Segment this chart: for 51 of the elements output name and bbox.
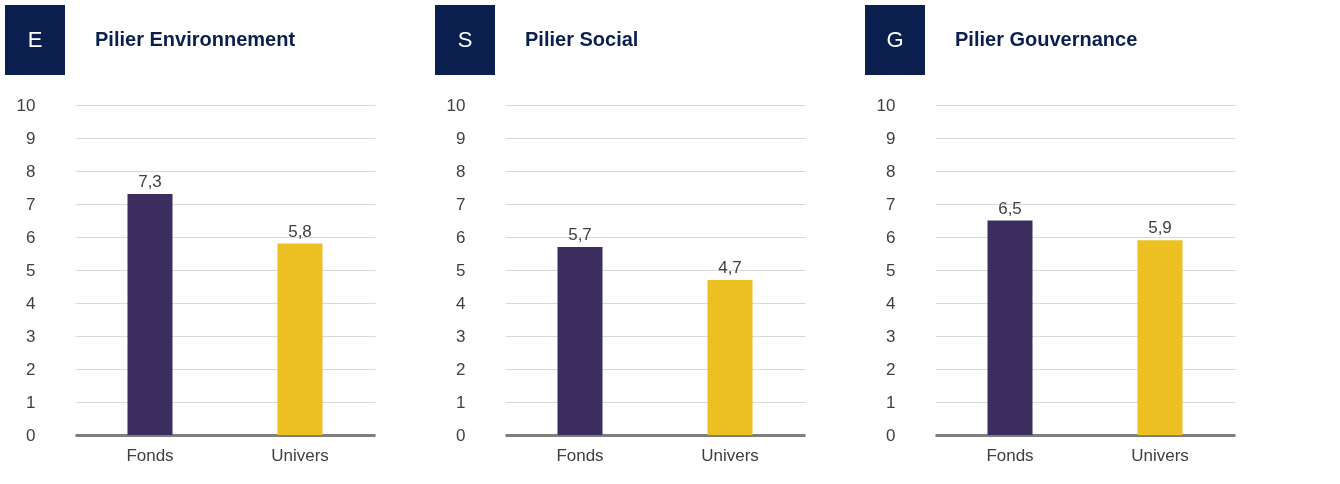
x-tick-label: Fonds	[986, 445, 1034, 465]
y-tick-label: 9	[456, 128, 466, 148]
chart-title: Pilier Environnement	[95, 28, 296, 50]
text: E	[27, 27, 43, 52]
y-tick-label: 8	[886, 161, 896, 181]
chart-title: Pilier Social	[525, 28, 639, 50]
data-label: 5,7	[568, 224, 592, 244]
y-tick-label: 0	[456, 425, 466, 445]
y-tick-label: 3	[456, 326, 466, 346]
y-tick-label: 1	[456, 392, 466, 412]
y-tick-label: 10	[446, 95, 466, 115]
x-tick-label: Fonds	[556, 445, 604, 465]
y-tick-label: 9	[886, 128, 896, 148]
y-tick-label: 7	[886, 194, 896, 214]
data-label: 4,7	[718, 257, 742, 277]
y-tick-label: 8	[26, 161, 36, 181]
data-label: 5,8	[288, 221, 312, 241]
y-tick-label: 7	[26, 194, 36, 214]
x-tick-label: Fonds	[126, 445, 174, 465]
y-tick-label: 9	[26, 128, 36, 148]
data-label: 6,5	[998, 198, 1022, 218]
y-tick-label: 0	[26, 425, 36, 445]
text: G	[886, 27, 904, 52]
chart-title: Pilier Gouvernance	[955, 28, 1138, 50]
y-tick-label: 10	[16, 95, 36, 115]
y-tick-label: 3	[886, 326, 896, 346]
text: S	[457, 27, 473, 52]
y-tick-label: 6	[456, 227, 466, 247]
y-tick-label: 0	[886, 425, 896, 445]
y-tick-label: 1	[886, 392, 896, 412]
x-tick-label: Univers	[1131, 445, 1189, 465]
data-label: 5,9	[1148, 218, 1172, 238]
y-tick-label: 5	[886, 260, 896, 280]
y-tick-label: 2	[886, 359, 896, 379]
y-tick-label: 5	[456, 260, 466, 280]
x-tick-label: Univers	[271, 445, 329, 465]
y-tick-label: 1	[26, 392, 36, 412]
y-tick-label: 4	[26, 293, 36, 313]
y-tick-label: 5	[26, 260, 36, 280]
y-tick-label: 3	[26, 326, 36, 346]
y-tick-label: 7	[456, 194, 466, 214]
x-tick-label: Univers	[701, 445, 759, 465]
y-tick-label: 8	[456, 161, 466, 181]
y-tick-label: 10	[876, 95, 896, 115]
y-tick-label: 6	[886, 227, 896, 247]
y-tick-label: 2	[26, 359, 36, 379]
y-tick-label: 2	[456, 359, 466, 379]
y-tick-label: 4	[886, 293, 896, 313]
data-label: 7,3	[138, 172, 162, 192]
y-tick-label: 4	[456, 293, 466, 313]
y-tick-label: 6	[26, 227, 36, 247]
